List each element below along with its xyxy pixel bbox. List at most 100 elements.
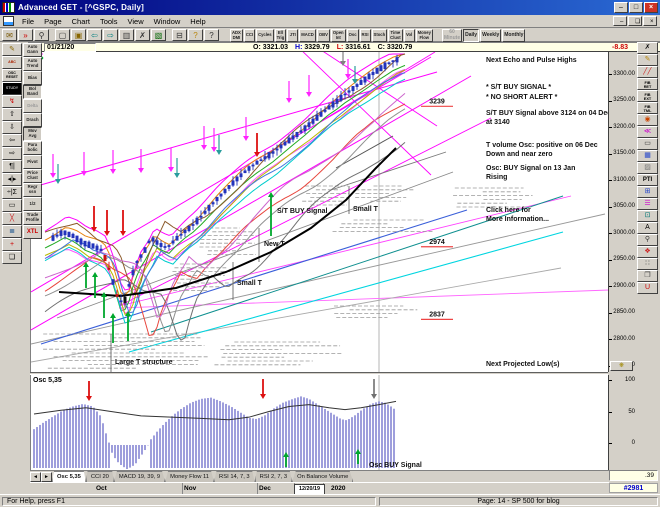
context-help-icon[interactable]: ? (204, 29, 219, 41)
mov-avg-button[interactable]: Mov Avg (23, 127, 42, 141)
cci-button[interactable]: CCI (243, 29, 256, 42)
child-restore-button[interactable]: ❏ (628, 16, 642, 26)
close-tools-button[interactable]: ✗ (637, 42, 658, 54)
auto-trend-button[interactable]: Auto Trend (23, 57, 42, 71)
pivot-button[interactable]: Pivot (23, 155, 42, 169)
delete-icon[interactable]: ✗ (135, 29, 150, 41)
arrow-down-button[interactable]: ⇩ (2, 121, 22, 134)
study-button[interactable]: STUDY (2, 82, 22, 95)
ell-trig-button[interactable]: Ell Trig (274, 29, 287, 42)
bias-button[interactable]: Bias (23, 71, 42, 85)
lines-button[interactable]: ╳ (2, 212, 22, 225)
mob-button[interactable]: ☰ (637, 198, 658, 210)
bracket-button[interactable]: ◂|▸ (2, 173, 22, 186)
click-here-link-line1[interactable]: Click here for (486, 207, 531, 214)
oscillator-canvas[interactable]: Osc BUY Signal (31, 375, 609, 470)
tab-on-balance-volume[interactable]: On Balance Volume (292, 471, 354, 482)
cycles-button[interactable]: Cycles (256, 29, 274, 42)
stoch-button[interactable]: Stoch (371, 29, 388, 42)
print-icon[interactable]: ⊟ (172, 29, 187, 41)
obv-button[interactable]: OBV (316, 29, 330, 42)
time-clust-button[interactable]: Time Clust (388, 29, 403, 42)
text-tool-button[interactable]: A (637, 222, 658, 234)
new-chart-icon[interactable]: ▢ (55, 29, 70, 41)
open-int-button[interactable]: Open Int (330, 29, 346, 42)
half-button[interactable]: 1/2 (23, 197, 42, 211)
menu-page[interactable]: Page (44, 16, 62, 26)
child-close-button[interactable]: × (643, 16, 657, 26)
gann-grid-icon[interactable]: ⊞ (637, 186, 658, 198)
expert-chart-icon[interactable]: ▦ (637, 150, 658, 162)
elliott-tool-icon[interactable]: ↯ (2, 95, 22, 108)
arrow-up-button[interactable]: ⇧ (2, 108, 22, 121)
tab-osc-5-35[interactable]: Osc 5,35 (52, 471, 86, 482)
tab-rsi-2-7-3[interactable]: RSI 2, 7, 3 (254, 471, 293, 482)
macd-button[interactable]: MACD (299, 29, 316, 42)
panel-splitter[interactable] (30, 372, 608, 375)
bol-band-button[interactable]: Bol Band (23, 85, 42, 99)
copy-page-icon[interactable]: ❐ (637, 270, 658, 282)
pages-icon[interactable]: ⊡ (637, 210, 658, 222)
doodle-tool-icon[interactable]: ✎ (2, 43, 22, 56)
hatch-tool-icon[interactable]: ▨ (637, 162, 658, 174)
child-minimize-button[interactable]: – (613, 16, 627, 26)
oscillator-panel[interactable]: Osc BUY Signal (30, 375, 608, 470)
rectangle-tool-icon[interactable]: ▭ (637, 138, 658, 150)
arrow-left-button[interactable]: ⇦ (2, 134, 22, 147)
chart-properties-button[interactable]: ❋ (610, 361, 633, 371)
child-window-icon[interactable] (3, 16, 14, 26)
rsi-button[interactable]: RSI (359, 29, 371, 42)
main-chart-area[interactable]: 3239 2974 2837 Next Echo and Pulse Highs * S… (30, 52, 609, 372)
help-icon[interactable]: ? (188, 29, 203, 41)
menu-view[interactable]: View (127, 16, 144, 26)
elliott-abc-icon[interactable]: ABC (2, 56, 22, 69)
daily-button[interactable]: Daily (463, 29, 480, 42)
new-window-button[interactable]: ❏ (2, 251, 22, 264)
zoom-tool-icon[interactable]: ⚲ (637, 234, 658, 246)
price-clust-button[interactable]: Price Clust (23, 169, 42, 183)
menu-tools[interactable]: Tools (99, 16, 118, 26)
rectangle-button[interactable]: ▭ (2, 199, 22, 212)
formula-button[interactable]: ÷|Σ (2, 186, 22, 199)
fib-ret-button[interactable]: FIB RET (637, 78, 658, 90)
delta-button[interactable]: Delta (23, 99, 42, 113)
menu-file[interactable]: File (22, 16, 35, 26)
find-icon[interactable]: ⚲ (34, 29, 49, 41)
undo-button[interactable]: U (637, 282, 658, 294)
vol-button[interactable]: Vol (403, 29, 415, 42)
grid-dots-icon[interactable]: ∷ (637, 258, 658, 270)
tab-macd-19-39-9[interactable]: MACD 19, 39, 9 (113, 471, 166, 482)
pencil-tool-icon[interactable]: ✎ (637, 54, 658, 66)
click-here-link-line2[interactable]: More Information... (486, 216, 549, 223)
drach-button[interactable]: Drach (23, 113, 42, 127)
tie-lines-button[interactable]: ≣ (2, 225, 22, 238)
prev-page-icon[interactable]: ⇦ (87, 29, 102, 41)
pilcrow-button[interactable]: ¶| (2, 160, 22, 173)
arrow-right-button[interactable]: ⇨ (2, 147, 22, 160)
jti-button[interactable]: JTI (287, 29, 299, 42)
quotes-icon[interactable]: » (18, 29, 33, 41)
regression-button[interactable]: Regr ssn (23, 183, 42, 197)
main-chart-canvas[interactable]: 3239 2974 2837 Next Echo and Pulse Highs * S… (31, 52, 609, 372)
fib-time-button[interactable]: FIB TML (637, 102, 658, 114)
close-button[interactable]: × (644, 2, 658, 13)
gann-wheel-icon[interactable]: ◉ (637, 114, 658, 126)
money-flow-button[interactable]: Money Flow (415, 29, 433, 42)
sixty-minute-button[interactable]: 60 Minute (442, 29, 463, 42)
tab-scroll-left[interactable]: ◄ (30, 472, 41, 482)
color-tool-icon[interactable]: ❖ (637, 246, 658, 258)
pti-button[interactable]: PTI (637, 174, 658, 186)
next-page-icon[interactable]: ⇨ (103, 29, 118, 41)
auto-gann-button[interactable]: Auto Gann (23, 43, 42, 57)
osc-button[interactable]: Osc (346, 29, 359, 42)
trade-profile-button[interactable]: Trade Profile (23, 211, 42, 225)
cross-button[interactable]: + (2, 238, 22, 251)
fib-ext-button[interactable]: FIB EXT (637, 90, 658, 102)
xtl-button[interactable]: XTL (23, 225, 42, 239)
gann-fan-icon[interactable]: ≪ (637, 126, 658, 138)
paste-icon[interactable]: ▥ (119, 29, 134, 41)
menu-help[interactable]: Help (190, 16, 206, 26)
trendline-tool-icon[interactable]: ╱╱ (637, 66, 658, 78)
adx-dmi-button[interactable]: ADX DMI (230, 29, 243, 42)
refresh-chart-icon[interactable]: ▧ (151, 29, 166, 41)
